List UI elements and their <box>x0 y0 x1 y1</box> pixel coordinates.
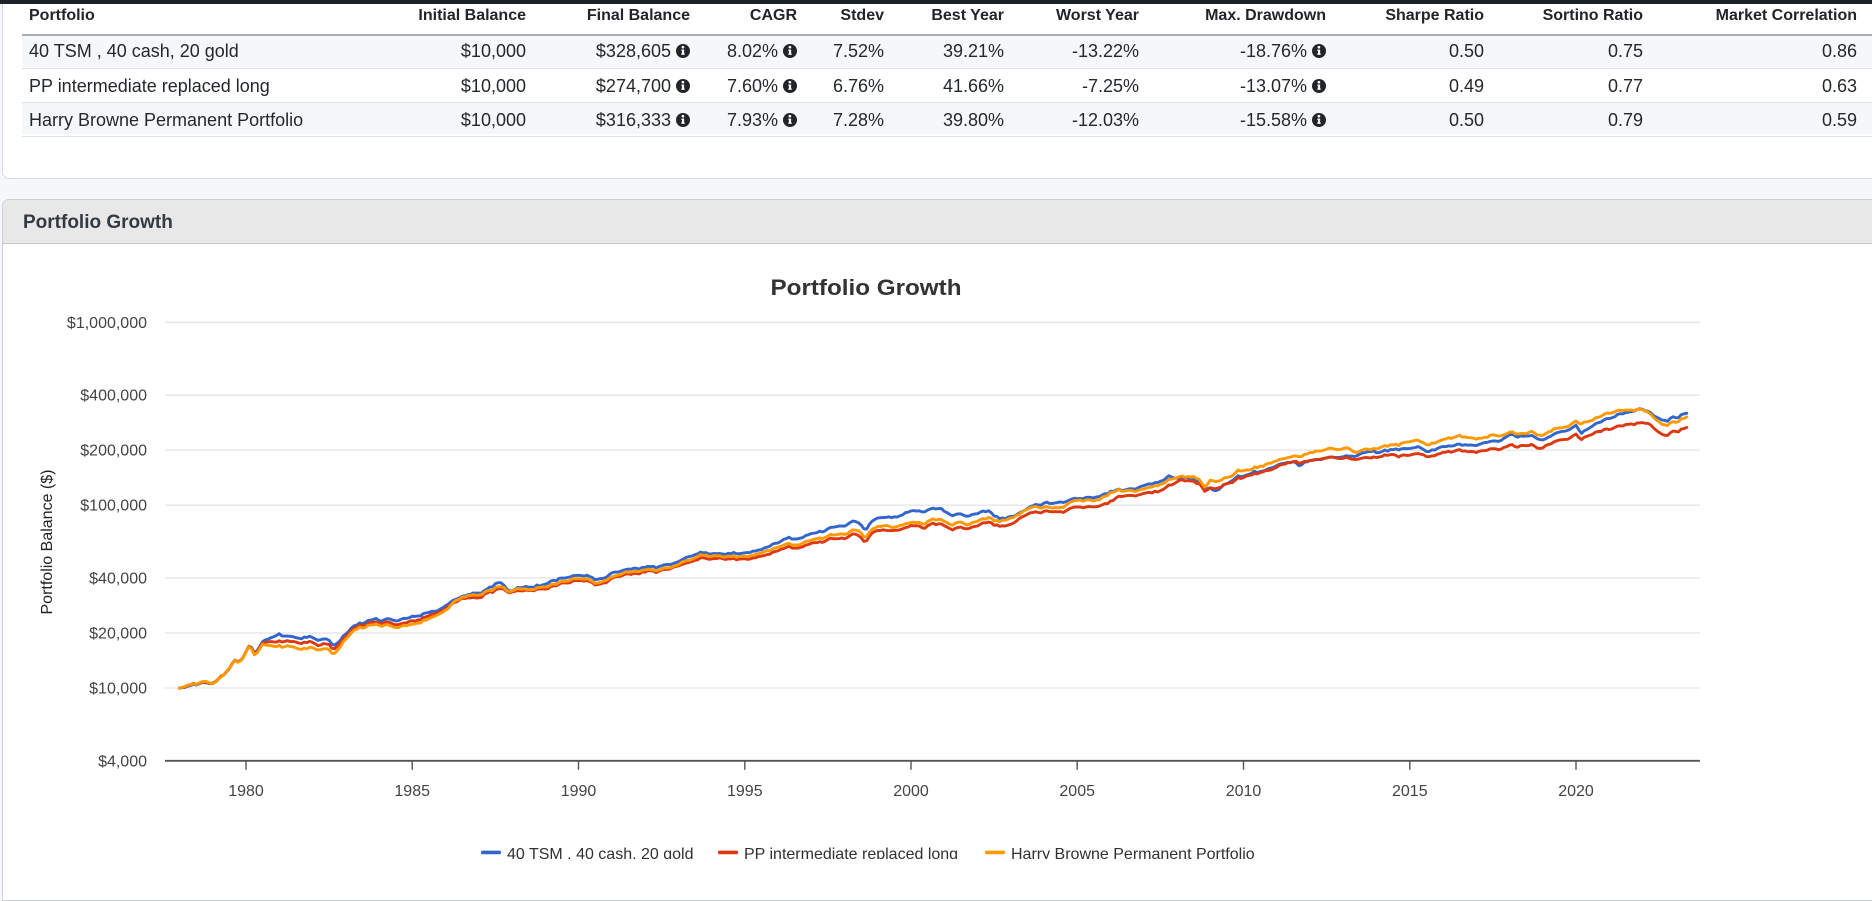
svg-text:$200,000: $200,000 <box>80 443 147 460</box>
svg-text:1985: 1985 <box>394 783 430 800</box>
svg-text:$1,000,000: $1,000,000 <box>67 315 147 332</box>
svg-text:2020: 2020 <box>1558 783 1594 800</box>
svg-text:$40,000: $40,000 <box>89 570 147 587</box>
svg-text:2005: 2005 <box>1059 783 1095 800</box>
svg-text:1995: 1995 <box>727 783 763 800</box>
svg-text:$100,000: $100,000 <box>80 498 147 515</box>
svg-text:$400,000: $400,000 <box>80 388 147 405</box>
svg-text:1990: 1990 <box>561 783 597 800</box>
svg-text:$20,000: $20,000 <box>89 626 147 643</box>
svg-text:1980: 1980 <box>228 783 264 800</box>
svg-text:2010: 2010 <box>1226 783 1262 800</box>
svg-text:Harry Browne Permanent Portfol: Harry Browne Permanent Portfolio <box>1011 846 1255 859</box>
svg-text:40 TSM , 40 cash, 20 gold: 40 TSM , 40 cash, 20 gold <box>507 846 693 859</box>
svg-text:$4,000: $4,000 <box>98 753 147 770</box>
svg-text:Portfolio Growth: Portfolio Growth <box>771 275 962 300</box>
svg-text:Portfolio Balance ($): Portfolio Balance ($) <box>39 470 56 615</box>
svg-text:2000: 2000 <box>893 783 929 800</box>
svg-text:2015: 2015 <box>1392 783 1428 800</box>
svg-text:PP intermediate replaced long: PP intermediate replaced long <box>744 846 958 859</box>
svg-text:$10,000: $10,000 <box>89 681 147 698</box>
